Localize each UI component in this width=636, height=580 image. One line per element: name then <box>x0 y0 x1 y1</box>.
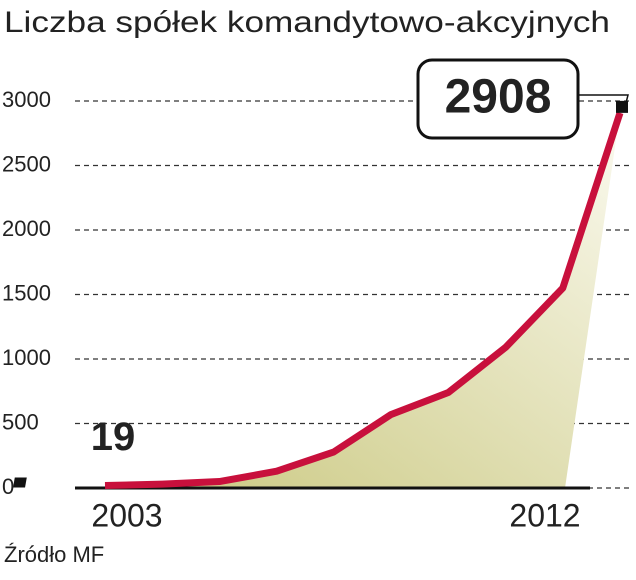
point-marker <box>616 100 628 113</box>
label-box <box>416 58 580 140</box>
y-tick-label: 1000 <box>2 345 51 370</box>
x-tick-label: 2012 <box>509 497 580 533</box>
y-tick-label: 2500 <box>2 151 51 176</box>
source: Źródło MF <box>4 542 104 567</box>
line <box>104 111 624 490</box>
y-tick-label: 1500 <box>2 280 51 305</box>
y-tick-label: 500 <box>2 409 39 434</box>
y-tick-label: 3000 <box>2 87 51 112</box>
y-tick-label: 0 <box>2 474 14 499</box>
x-tick-label: 2003 <box>91 497 162 533</box>
y-tick-label: 2000 <box>2 216 51 241</box>
area <box>105 112 620 489</box>
point-marker <box>13 477 27 488</box>
data-label: 2908 <box>445 71 552 124</box>
connector <box>578 94 629 104</box>
chart-title: Liczba spółek komandytowo-akcyjnych <box>4 6 610 39</box>
data-label: 19 <box>91 415 136 459</box>
